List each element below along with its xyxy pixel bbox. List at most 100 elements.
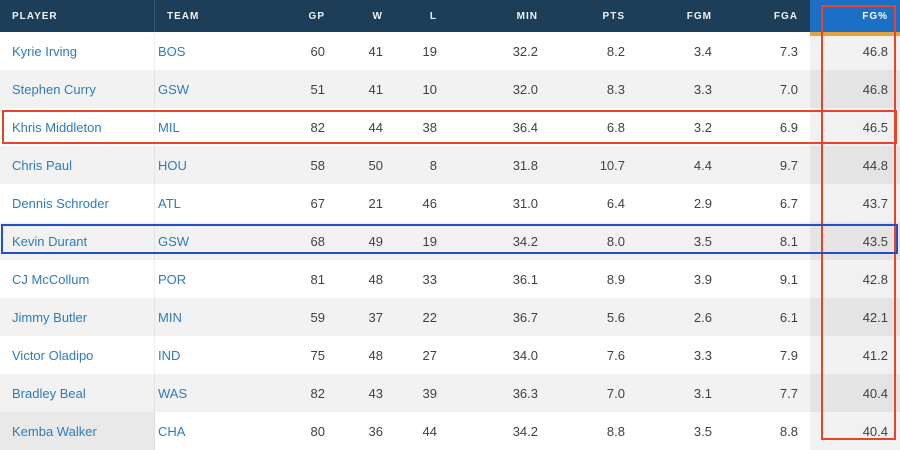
table-row: Victor Oladipo IND 75 48 27 34.0 7.6 3.3 7.9 41.2 — [0, 336, 900, 374]
table-row: Stephen Curry GSW 51 41 10 32.0 8.3 3.3 7.0 46.8 — [0, 70, 900, 108]
cell-w: 21 — [368, 195, 383, 211]
cell-team[interactable]: CHA — [158, 423, 186, 439]
column-header-pts[interactable]: PTS — [602, 10, 625, 22]
cell-min: 34.2 — [512, 423, 538, 439]
cell-player[interactable]: Kemba Walker — [0, 412, 155, 450]
cell-l: 38 — [422, 119, 437, 135]
cell-fgpct: 44.8 — [810, 146, 900, 184]
cell-l: 46 — [422, 195, 437, 211]
cell-fgm: 3.3 — [693, 81, 712, 97]
column-header-gp[interactable]: GP — [308, 10, 325, 22]
cell-player[interactable]: Jimmy Butler — [0, 298, 155, 336]
cell-w: 49 — [368, 233, 383, 249]
cell-fgpct: 42.1 — [810, 298, 900, 336]
table-body: Kyrie Irving BOS 60 41 19 32.2 8.2 3.4 7.3 46.8 St… — [0, 32, 900, 450]
cell-player[interactable]: Chris Paul — [0, 146, 155, 184]
column-header-player[interactable]: PLAYER — [0, 0, 155, 32]
cell-gp: 82 — [310, 119, 325, 135]
cell-fgm: 3.4 — [693, 43, 712, 59]
cell-fgm: 3.3 — [693, 347, 712, 363]
cell-player[interactable]: Kevin Durant — [0, 222, 155, 260]
table-row: Khris Middleton MIL 82 44 38 36.4 6.8 3.2 6.9 46.… — [0, 108, 900, 146]
column-header-l[interactable]: L — [429, 10, 437, 22]
cell-fga: 9.7 — [779, 157, 798, 173]
cell-w: 37 — [368, 309, 383, 325]
cell-player[interactable]: CJ McCollum — [0, 260, 155, 298]
cell-gp: 67 — [310, 195, 325, 211]
column-header-min[interactable]: MIN — [516, 10, 538, 22]
cell-min: 32.2 — [512, 43, 538, 59]
cell-gp: 51 — [310, 81, 325, 97]
cell-fgm: 3.5 — [693, 233, 712, 249]
cell-fgpct: 42.8 — [810, 260, 900, 298]
cell-min: 36.7 — [512, 309, 538, 325]
cell-fga: 6.1 — [779, 309, 798, 325]
cell-fgpct: 46.8 — [810, 70, 900, 108]
cell-player[interactable]: Victor Oladipo — [0, 336, 155, 374]
cell-l: 19 — [422, 43, 437, 59]
cell-player[interactable]: Kyrie Irving — [0, 32, 155, 70]
column-header-fgm[interactable]: FGM — [686, 10, 712, 22]
cell-pts: 7.0 — [606, 385, 625, 401]
cell-w: 44 — [368, 119, 383, 135]
cell-pts: 7.6 — [606, 347, 625, 363]
cell-gp: 58 — [310, 157, 325, 173]
cell-fga: 6.9 — [779, 119, 798, 135]
cell-l: 39 — [422, 385, 437, 401]
table-row: Kyrie Irving BOS 60 41 19 32.2 8.2 3.4 7.3 46.8 — [0, 32, 900, 70]
cell-team[interactable]: WAS — [158, 385, 188, 401]
cell-fga: 8.8 — [779, 423, 798, 439]
column-header-fgpct-sorted[interactable]: FG% — [810, 0, 900, 32]
cell-player[interactable]: Khris Middleton — [0, 108, 155, 146]
table-row: CJ McCollum POR 81 48 33 36.1 8.9 3.9 9.1 42.8 — [0, 260, 900, 298]
cell-min: 36.4 — [512, 119, 538, 135]
cell-min: 36.3 — [512, 385, 538, 401]
cell-fgpct: 41.2 — [810, 336, 900, 374]
cell-fgpct: 43.5 — [810, 222, 900, 260]
column-header-w[interactable]: W — [372, 10, 383, 22]
column-header-fga[interactable]: FGA — [773, 10, 798, 22]
cell-gp: 82 — [310, 385, 325, 401]
column-header-team[interactable]: TEAM — [167, 10, 200, 22]
cell-team[interactable]: MIL — [158, 119, 180, 135]
cell-pts: 6.8 — [606, 119, 625, 135]
cell-l: 10 — [422, 81, 437, 97]
cell-gp: 75 — [310, 347, 325, 363]
cell-team[interactable]: POR — [158, 271, 187, 287]
sorted-column-underline — [810, 32, 900, 36]
cell-team[interactable]: IND — [158, 347, 181, 363]
table-row: Chris Paul HOU 58 50 8 31.8 10.7 4.4 9.7 44.8 — [0, 146, 900, 184]
cell-fgpct: 40.4 — [810, 374, 900, 412]
cell-team[interactable]: GSW — [158, 81, 190, 97]
cell-fgm: 2.9 — [693, 195, 712, 211]
table-row: Kevin Durant GSW 68 49 19 34.2 8.0 3.5 8.1 43.5 — [0, 222, 900, 260]
cell-gp: 59 — [310, 309, 325, 325]
cell-team[interactable]: HOU — [158, 157, 187, 173]
cell-fgpct: 43.7 — [810, 184, 900, 222]
cell-pts: 8.2 — [606, 43, 625, 59]
table-row: Jimmy Butler MIN 59 37 22 36.7 5.6 2.6 6.1 42.1 — [0, 298, 900, 336]
cell-team[interactable]: BOS — [158, 43, 186, 59]
cell-gp: 81 — [310, 271, 325, 287]
cell-pts: 8.8 — [606, 423, 625, 439]
cell-min: 36.1 — [512, 271, 538, 287]
cell-w: 36 — [368, 423, 383, 439]
cell-fgm: 3.5 — [693, 423, 712, 439]
cell-player[interactable]: Stephen Curry — [0, 70, 155, 108]
cell-fgm: 3.9 — [693, 271, 712, 287]
cell-team[interactable]: GSW — [158, 233, 190, 249]
cell-l: 44 — [422, 423, 437, 439]
cell-l: 33 — [422, 271, 437, 287]
cell-team[interactable]: MIN — [158, 309, 182, 325]
cell-w: 41 — [368, 81, 383, 97]
cell-player[interactable]: Bradley Beal — [0, 374, 155, 412]
cell-w: 48 — [368, 271, 383, 287]
cell-player[interactable]: Dennis Schroder — [0, 184, 155, 222]
cell-team[interactable]: ATL — [158, 195, 181, 211]
cell-w: 43 — [368, 385, 383, 401]
cell-pts: 8.9 — [606, 271, 625, 287]
cell-fgm: 4.4 — [693, 157, 712, 173]
cell-min: 34.2 — [512, 233, 538, 249]
cell-w: 50 — [368, 157, 383, 173]
